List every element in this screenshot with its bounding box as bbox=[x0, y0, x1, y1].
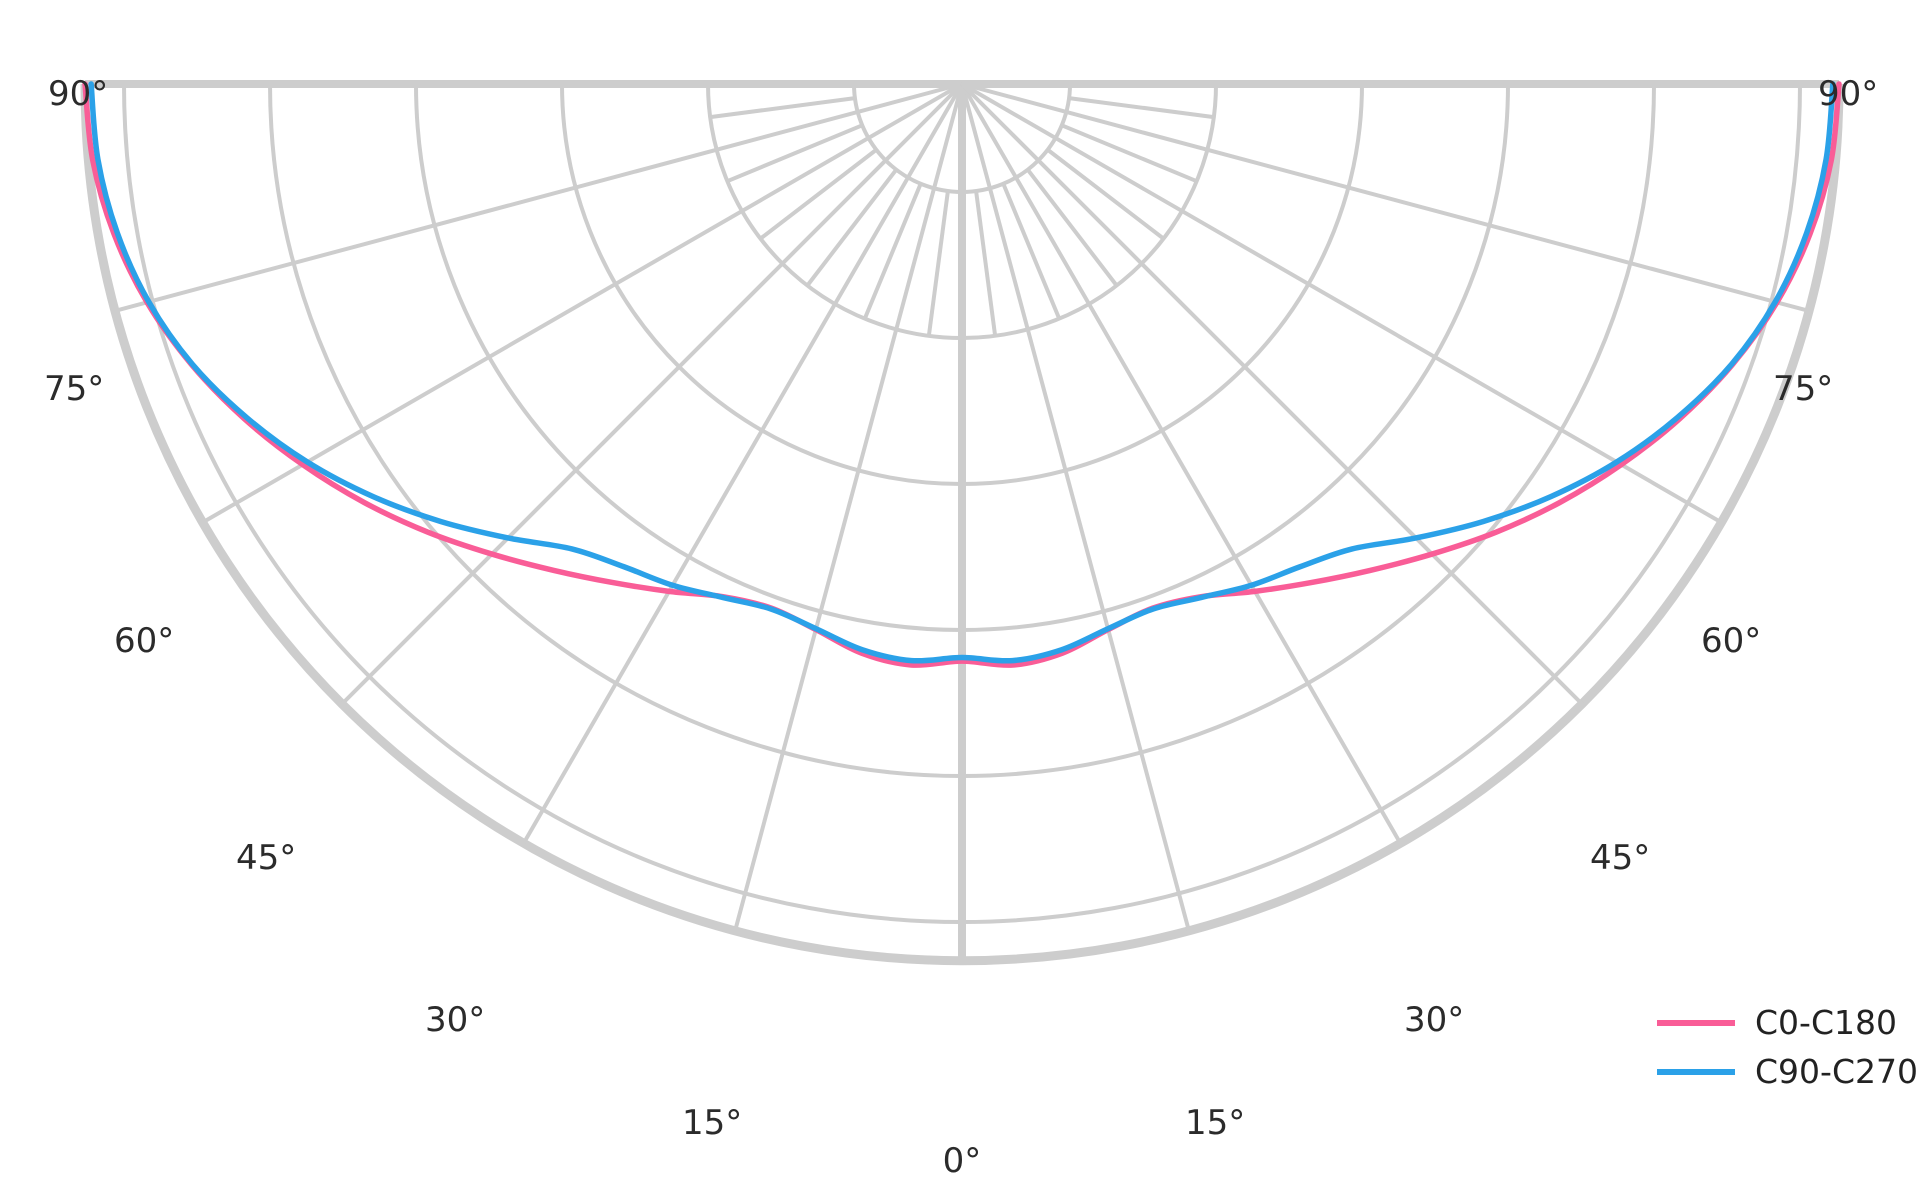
tick-label-bottom-0: 0° bbox=[943, 1141, 982, 1177]
tick-label-right-90: 90° bbox=[1818, 74, 1878, 114]
polar-grid bbox=[80, 80, 1844, 966]
tick-label-right-45: 45° bbox=[1590, 838, 1650, 878]
tick-label-left-60: 60° bbox=[114, 621, 174, 661]
tick-label-left-75: 75° bbox=[44, 369, 104, 409]
polar-axis-labels: 90° 75° 60° 45° 30° 15° 0° 15° 30° 45° 6… bbox=[44, 74, 1878, 1177]
tick-label-left-15: 15° bbox=[682, 1103, 742, 1143]
tick-label-left-45: 45° bbox=[236, 838, 296, 878]
chart-legend: C0-C180 C90-C270 bbox=[1657, 1003, 1918, 1091]
legend-label-c90-c270: C90-C270 bbox=[1755, 1052, 1918, 1091]
series-curve-c0-c180 bbox=[82, 81, 1842, 668]
tick-label-right-15: 15° bbox=[1185, 1103, 1245, 1143]
tick-label-left-30: 30° bbox=[425, 1000, 485, 1040]
tick-label-right-30: 30° bbox=[1404, 1000, 1464, 1040]
legend-label-c0-c180: C0-C180 bbox=[1755, 1003, 1897, 1042]
tick-label-right-60: 60° bbox=[1701, 621, 1761, 661]
polar-series-layer bbox=[82, 81, 1842, 668]
tick-label-left-90: 90° bbox=[48, 74, 108, 114]
series-curve-c90-c270 bbox=[88, 81, 1836, 664]
tick-label-right-75: 75° bbox=[1773, 369, 1833, 409]
